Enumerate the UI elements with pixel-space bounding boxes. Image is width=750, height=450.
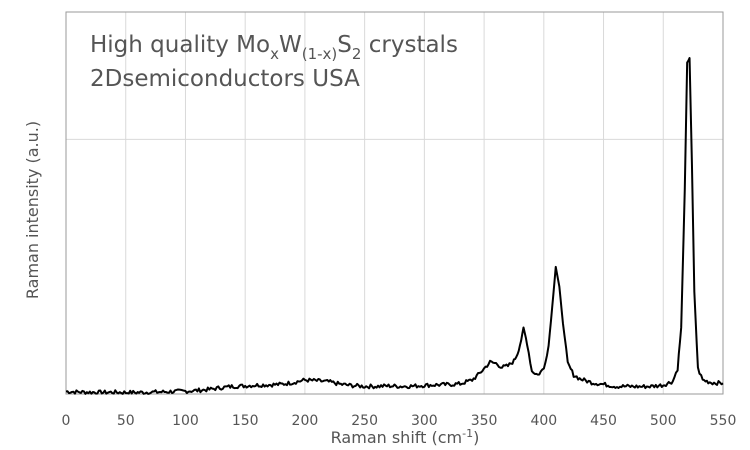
y-axis-label: Raman intensity (a.u.) xyxy=(23,121,42,299)
x-tick-labels: 0 50 100 150 200 250 300 350 400 450 500 550 xyxy=(62,413,737,429)
x-tick-label: 0 xyxy=(62,413,71,429)
chart-title-line2: 2Dsemiconductors USA xyxy=(90,66,360,92)
x-tick-label: 350 xyxy=(471,413,498,429)
x-tick-label: 250 xyxy=(351,413,378,429)
x-tick-label: 500 xyxy=(650,413,677,429)
chart-title-line1: High quality MoxW(1-x)S2 crystals xyxy=(90,32,458,63)
x-tick-label: 550 xyxy=(710,413,737,429)
spectrum-line xyxy=(65,57,724,395)
x-tick-label: 300 xyxy=(411,413,438,429)
x-tick-label: 50 xyxy=(117,413,135,429)
x-tick-label: 400 xyxy=(530,413,557,429)
x-tick-label: 450 xyxy=(590,413,617,429)
x-tick-label: 150 xyxy=(232,413,259,429)
plot-area xyxy=(65,11,724,395)
x-tick-label: 100 xyxy=(172,413,199,429)
x-tick-label: 200 xyxy=(292,413,319,429)
x-axis-label: Raman shift (cm-1) xyxy=(331,427,480,447)
